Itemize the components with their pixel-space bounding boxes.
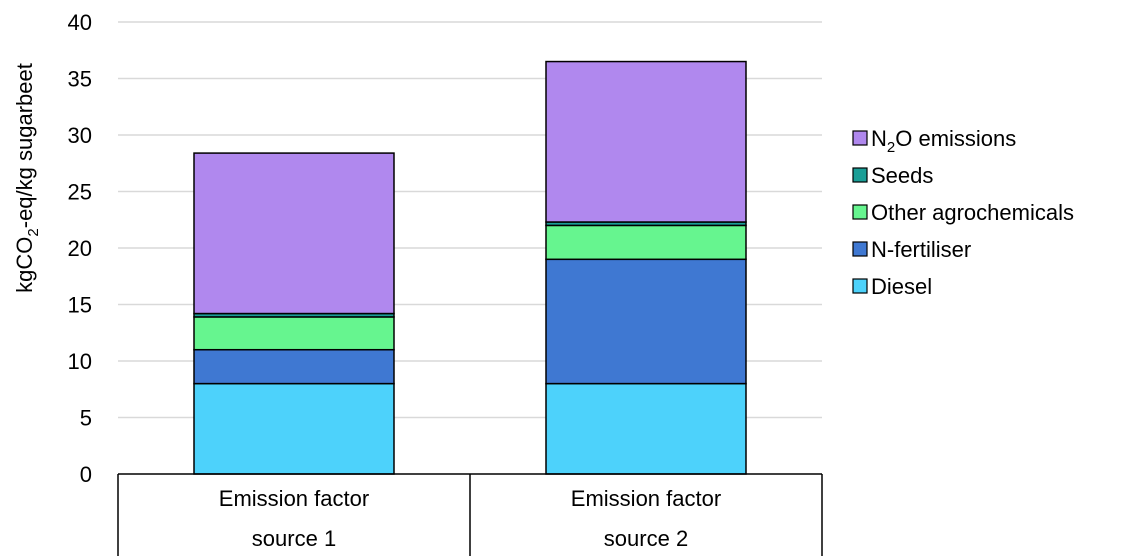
legend-label: N2O emissions <box>871 126 1016 156</box>
legend-item: N2O emissions <box>852 126 1016 156</box>
legend-label: Other agrochemicals <box>871 200 1074 225</box>
bar-segment <box>193 348 395 385</box>
legend-label: Seeds <box>871 163 933 188</box>
legend-swatch <box>852 130 868 146</box>
legend-item: Other agrochemicals <box>852 200 1074 225</box>
y-tick-label: 25 <box>68 180 92 205</box>
bar-segment <box>545 60 747 223</box>
y-tick-labels: 0 5 10 15 20 25 30 35 40 <box>68 10 92 487</box>
legend-item: N-fertiliser <box>852 237 971 262</box>
x-category-label: Emission factor source 2 <box>571 486 721 551</box>
legend-item: Diesel <box>852 274 932 299</box>
y-tick-label: 35 <box>68 67 92 92</box>
legend-label: Diesel <box>871 274 932 299</box>
bars <box>193 60 747 475</box>
y-tick-label: 40 <box>68 10 92 35</box>
bar-segment <box>193 152 395 315</box>
legend-label: N-fertiliser <box>871 237 971 262</box>
legend: N2O emissions Seeds Other agrochemicals N-f… <box>852 126 1074 299</box>
x-category-label: Emission factor source 1 <box>219 486 369 551</box>
bar-segment <box>545 258 747 385</box>
y-tick-label: 10 <box>68 349 92 374</box>
bar-segment <box>193 316 395 351</box>
legend-swatch <box>852 204 868 220</box>
legend-swatch <box>852 241 868 257</box>
bar-segment <box>193 382 395 475</box>
axes <box>117 473 823 556</box>
y-axis-title: kgCO2-eq/kg sugarbeet <box>12 63 42 293</box>
legend-item: Seeds <box>852 163 933 188</box>
bar-segment <box>545 224 747 261</box>
legend-swatch <box>852 278 868 294</box>
y-tick-label: 20 <box>68 236 92 261</box>
y-tick-label: 30 <box>68 123 92 148</box>
y-tick-label: 15 <box>68 293 92 318</box>
legend-swatch <box>852 167 868 183</box>
y-tick-label: 0 <box>80 462 92 487</box>
y-tick-label: 5 <box>80 406 92 431</box>
category-labels: Emission factor source 1 Emission factor so… <box>219 486 721 551</box>
bar-segment <box>545 382 747 475</box>
